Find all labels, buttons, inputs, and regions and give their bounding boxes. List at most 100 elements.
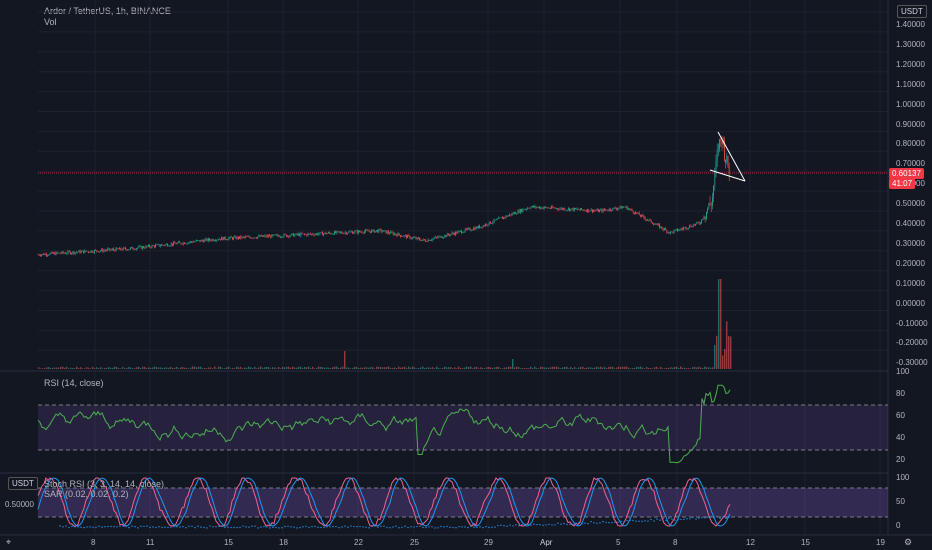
candle-body xyxy=(365,230,366,232)
sar-dot xyxy=(155,526,157,529)
volume-bar xyxy=(586,367,588,369)
candle-body xyxy=(482,225,484,228)
candle-body xyxy=(187,242,189,244)
sar-dot xyxy=(644,520,646,522)
candle-body xyxy=(169,245,171,247)
candle-body xyxy=(113,248,114,250)
candle-body xyxy=(145,245,147,249)
sar-dot xyxy=(209,525,211,527)
sar-dot xyxy=(521,523,523,526)
candle-body xyxy=(456,231,458,234)
sar-dot xyxy=(320,526,322,529)
sar-dot xyxy=(437,527,439,529)
candle-body xyxy=(232,237,233,240)
currency-badge[interactable]: USDT xyxy=(897,5,927,18)
volume-bar xyxy=(318,366,320,369)
volume-bar xyxy=(600,366,602,369)
volume-bar xyxy=(374,368,376,369)
volume-bar xyxy=(692,367,694,369)
sar-dot xyxy=(104,526,106,528)
candle-body xyxy=(491,223,492,224)
volume-bar xyxy=(654,367,656,369)
candle-body xyxy=(629,208,630,210)
candle-body xyxy=(54,252,56,255)
candle-body xyxy=(250,237,251,239)
volume-bar xyxy=(636,366,638,369)
candle-body xyxy=(433,238,435,239)
candle-body xyxy=(167,244,168,247)
volume-bar xyxy=(532,368,534,369)
volume-bar xyxy=(362,367,364,369)
candle-body xyxy=(120,247,122,250)
timezone-icon[interactable]: ⌖ xyxy=(6,537,12,547)
volume-bar xyxy=(278,367,280,369)
volume-bar xyxy=(142,366,144,369)
volume-bar xyxy=(454,367,456,369)
candle-body xyxy=(337,231,339,232)
candle-body xyxy=(272,234,274,236)
sar-dot xyxy=(404,525,406,527)
candle-body xyxy=(584,210,586,212)
candle-body xyxy=(324,232,326,234)
volume-bar xyxy=(296,367,298,369)
volume-bar xyxy=(422,366,424,369)
candle-body xyxy=(103,250,105,252)
volume-bar xyxy=(548,367,550,369)
candle-body xyxy=(149,245,150,247)
volume-bar xyxy=(448,367,450,369)
sar-dot xyxy=(509,524,511,526)
candle-body xyxy=(496,219,497,221)
candle-body xyxy=(544,206,545,208)
candle-body xyxy=(268,235,269,237)
candle-body xyxy=(576,208,578,210)
candle-body xyxy=(78,250,80,253)
candle-body xyxy=(653,223,654,225)
volume-bar xyxy=(442,367,444,369)
volume-bar xyxy=(292,366,294,369)
candle-body xyxy=(313,234,315,236)
volume-bar xyxy=(354,366,356,369)
sar-dot xyxy=(443,526,445,528)
sar-dot xyxy=(527,523,529,526)
time-tick: 8 xyxy=(91,538,96,547)
candle-body xyxy=(73,251,75,254)
sar-dot xyxy=(173,525,175,528)
candle-body xyxy=(529,208,531,209)
candle-body xyxy=(253,237,255,239)
time-tick: 12 xyxy=(746,538,755,547)
candle-body xyxy=(59,252,60,254)
candle-body xyxy=(178,241,179,243)
volume-bar xyxy=(634,367,636,369)
volume-bar xyxy=(570,366,572,369)
volume-bar xyxy=(206,368,208,369)
sar-dot xyxy=(539,523,541,526)
candle-body xyxy=(151,245,153,248)
sar-dot xyxy=(383,525,385,527)
settings-icon[interactable]: ⚙ xyxy=(904,537,913,547)
volume-bar xyxy=(504,367,506,369)
candle-body xyxy=(104,250,106,251)
sar-dot xyxy=(557,522,559,524)
volume-bar xyxy=(118,368,120,369)
volume-bar xyxy=(526,367,528,369)
candle-body xyxy=(689,225,690,228)
candle-body xyxy=(640,215,641,217)
candle-body xyxy=(622,207,623,209)
candle-body xyxy=(134,249,136,250)
candle-body xyxy=(350,231,352,233)
candle-body xyxy=(96,250,98,252)
price-pane[interactable]: Ardor / TetherUS, 1h, BINANCE Vol USDT xyxy=(0,0,932,370)
candle-body xyxy=(451,232,453,235)
candle-body xyxy=(316,233,317,235)
volume-bar xyxy=(224,368,226,369)
candle-body xyxy=(391,231,393,233)
price-tick: 1.20000 xyxy=(896,59,925,69)
volume-bar xyxy=(694,366,696,369)
sar-dot xyxy=(92,526,94,529)
volume-bar xyxy=(506,367,508,369)
candle-body xyxy=(455,231,456,235)
candle-body xyxy=(326,233,328,235)
sar-dots xyxy=(59,516,730,529)
sar-dot xyxy=(473,526,475,528)
